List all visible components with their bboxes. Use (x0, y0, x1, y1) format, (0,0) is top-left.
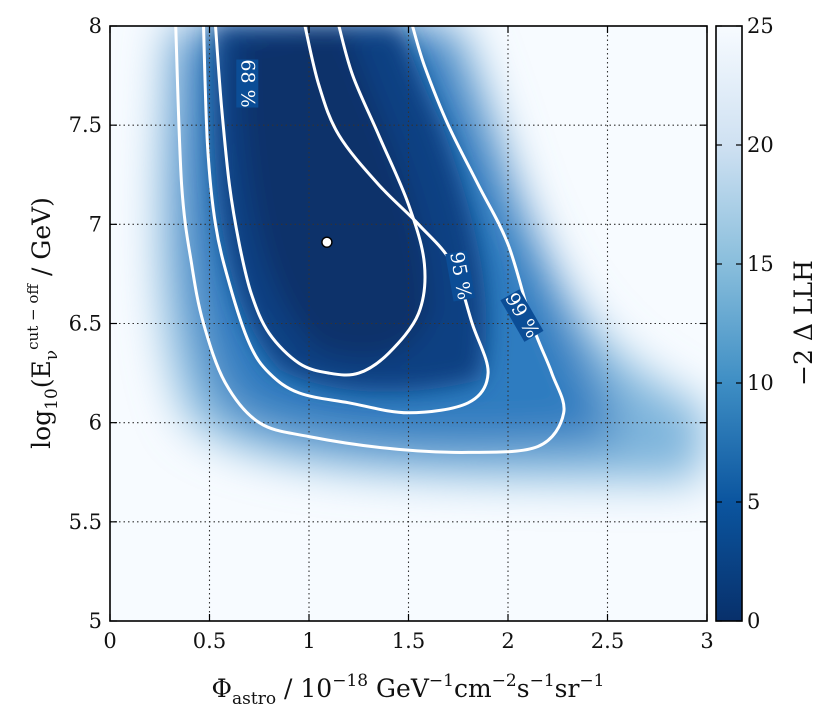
colorbar-label: −2 Δ LLH (789, 260, 818, 386)
axis-ticks: 0 0.5 1 1.5 2 2.5 3 5 5.5 6 6.5 7 7.5 8 (69, 14, 714, 653)
colorbar-tick-label: 0 (747, 609, 760, 633)
contour-95 (202, 26, 490, 415)
x-axis-label: Φastro / 10−18 GeV−1cm−2s−1sr−1 (212, 671, 605, 709)
y-tick-label: 7 (89, 212, 102, 236)
x-tick-label: 2 (501, 629, 514, 653)
colorbar-frame (715, 25, 743, 622)
contour-label-gap (445, 250, 476, 302)
colorbar-ticks: 0 5 10 15 20 25 (716, 14, 774, 633)
colorbar-tick-label: 5 (747, 490, 760, 514)
colorbar-tick-label: 10 (747, 371, 774, 395)
y-axis-label: log10(Eνcut − off / GeV) (24, 197, 62, 449)
x-tick-label: 1.5 (392, 629, 425, 653)
grid-lines (110, 26, 707, 621)
contour-68 (214, 26, 427, 377)
contour-label-68: 68 % (236, 59, 258, 107)
contour-label-gap (500, 289, 544, 342)
x-tick-label: 0.5 (193, 629, 226, 653)
heatmap-minimum-region (240, 26, 430, 358)
colorbar-tick-label: 15 (747, 252, 774, 276)
x-tick-label: 3 (700, 629, 713, 653)
likelihood-heatmap (161, 26, 707, 480)
y-tick-label: 8 (89, 14, 102, 38)
y-tick-label: 7.5 (69, 113, 102, 137)
y-tick-label: 5 (89, 609, 102, 633)
x-tick-label: 0 (103, 629, 116, 653)
colorbar-tick-label: 25 (747, 14, 774, 38)
colorbar-gradient (716, 26, 742, 621)
colorbar-tick-label: 20 (747, 133, 774, 157)
x-tick-label: 2.5 (591, 629, 624, 653)
y-tick-label: 6 (89, 411, 102, 435)
y-tick-label: 5.5 (69, 510, 102, 534)
y-tick-label: 6.5 (69, 312, 102, 336)
contour-label-gap (236, 59, 259, 108)
best-fit-layer (321, 236, 333, 248)
best-fit-point (321, 236, 333, 248)
x-tick-label: 1 (302, 629, 315, 653)
contour-99 (174, 26, 566, 454)
